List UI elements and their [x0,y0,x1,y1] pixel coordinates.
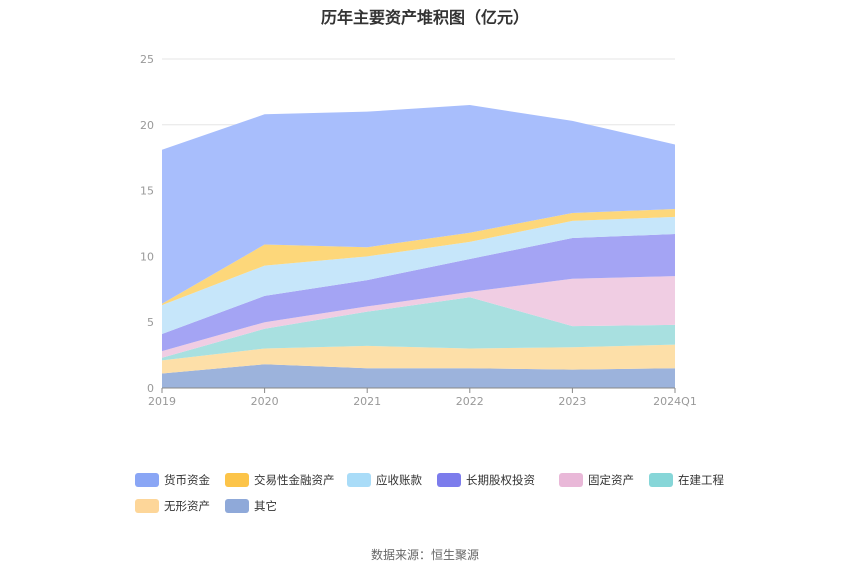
legend-label: 货币资金 [164,473,210,487]
y-tick-label: 10 [140,250,154,263]
x-tick-label: 2024Q1 [653,395,697,408]
x-tick-label: 2020 [251,395,279,408]
legend-swatch [559,473,583,487]
legend-swatch [225,473,249,487]
y-tick-label: 25 [140,53,154,66]
legend-label: 无形资产 [164,499,210,513]
legend-swatch [135,473,159,487]
legend-item[interactable]: 长期股权投资 [437,472,535,488]
legend-label: 其它 [254,499,277,513]
area-series [162,105,675,388]
legend-item[interactable]: 应收账款 [347,472,422,488]
legend-swatch [347,473,371,487]
legend-label: 在建工程 [678,473,724,487]
legend-label: 固定资产 [588,473,634,487]
x-tick-label: 2022 [456,395,484,408]
y-tick-label: 20 [140,119,154,132]
area-固定资产 [162,276,675,358]
area-无形资产 [162,344,675,374]
y-tick-label: 15 [140,185,154,198]
legend-label: 应收账款 [376,473,422,487]
legend-item[interactable]: 无形资产 [135,498,210,514]
legend-label: 长期股权投资 [466,473,535,487]
area-交易性金融资产 [162,209,675,306]
legend-item[interactable]: 其它 [225,498,277,514]
legend-swatch [135,499,159,513]
chart-title: 历年主要资产堆积图（亿元） [320,8,529,27]
legend-item[interactable]: 固定资产 [559,472,634,488]
legend-item[interactable]: 在建工程 [649,472,724,488]
legend-item[interactable]: 货币资金 [135,472,210,488]
legend-swatch [649,473,673,487]
x-tick-label: 2019 [148,395,176,408]
area-长期股权投资 [162,234,675,352]
area-应收账款 [162,216,675,335]
x-tick-label: 2021 [353,395,381,408]
area-其它 [162,364,675,388]
legend-item[interactable]: 交易性金融资产 [225,472,335,488]
x-tick-label: 2023 [558,395,586,408]
data-source: 数据来源：恒生聚源 [370,548,479,562]
y-tick-label: 0 [147,382,154,395]
legend-swatch [437,473,461,487]
legend-label: 交易性金融资产 [254,473,335,487]
area-在建工程 [162,297,675,361]
legend-swatch [225,499,249,513]
area-货币资金 [162,105,675,304]
axes: 0 5 10 15 20 25 2019 2020 2021 2022 2023 2024Q1 [140,53,697,408]
y-tick-label: 5 [147,316,154,329]
